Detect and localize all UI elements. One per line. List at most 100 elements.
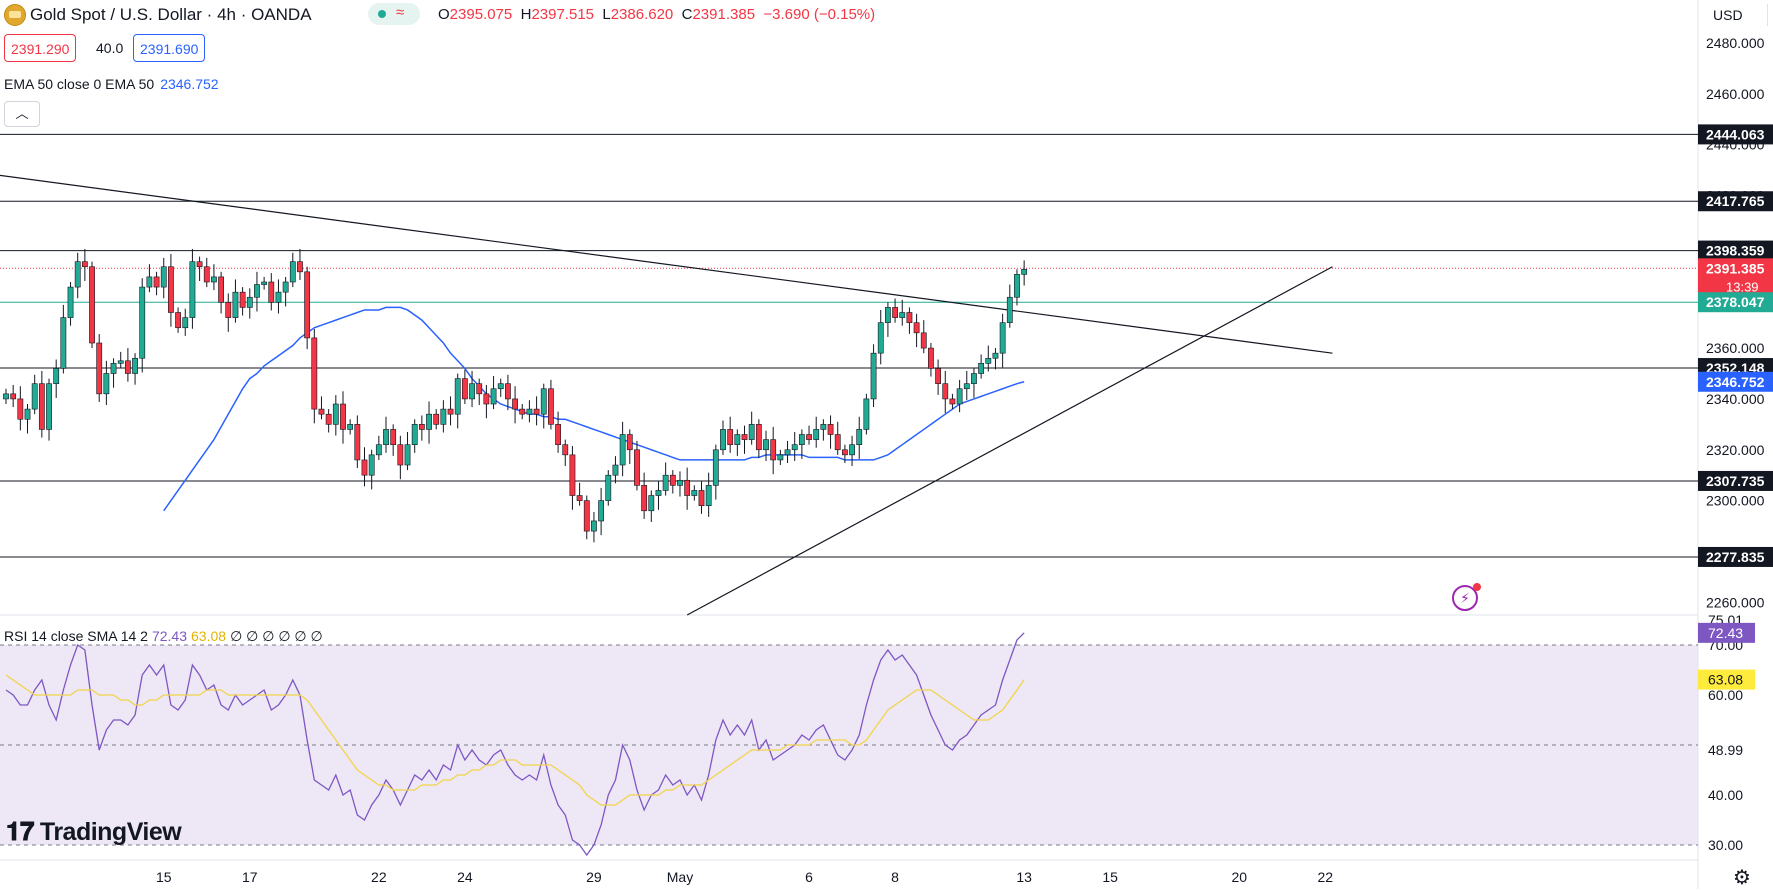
time-tick-label: 15 <box>1102 869 1118 885</box>
rsi-sma-line <box>5 674 1025 806</box>
candle-body <box>942 383 949 400</box>
price-tag-bg <box>1698 292 1773 313</box>
high-value: 2397.515 <box>531 6 595 23</box>
candle-body <box>182 317 189 329</box>
rsi-tick-label: 48.99 <box>1708 742 1743 758</box>
wave-icon: ≈ <box>396 4 405 21</box>
time-tick-label: 13 <box>1016 869 1032 885</box>
candle-body <box>368 454 375 476</box>
tradingview-mark-icon: 𝟏𝟕 <box>6 816 34 846</box>
candle-body <box>74 261 81 288</box>
candle-body <box>67 286 74 318</box>
candle-body <box>390 429 397 445</box>
candle-body <box>325 413 332 425</box>
candle-body <box>741 434 748 440</box>
open-value: 2395.075 <box>449 6 513 23</box>
candle-body <box>533 408 540 415</box>
price-tag-label: 2391.385 <box>1706 260 1765 276</box>
candle-body <box>892 307 898 318</box>
candle-body <box>619 434 626 466</box>
candle-body <box>935 368 941 384</box>
candle-body <box>239 291 246 308</box>
symbol-title[interactable]: Gold Spot / U.S. Dollar · 4h · OANDA <box>30 5 312 24</box>
candle-body <box>404 444 411 466</box>
candle-body <box>734 434 741 445</box>
candle-body <box>196 261 203 268</box>
time-axis[interactable]: 15 17 22 24 29 May 6 8 13 15 20 22 <box>156 869 1333 885</box>
price-tick-label: 2360.000 <box>1706 340 1765 356</box>
time-tick-label: 22 <box>371 869 387 885</box>
candle-body <box>31 383 38 410</box>
rsi-pane <box>0 632 1698 857</box>
candle-body <box>555 424 561 445</box>
candle-body <box>863 398 870 430</box>
candle-body <box>354 424 361 461</box>
time-tick-label: 6 <box>805 869 813 885</box>
price-tag-bg <box>1698 258 1773 297</box>
rsi-sma-value: 63.08 <box>191 628 227 644</box>
trendlines[interactable] <box>0 174 1333 616</box>
candle-body <box>361 459 368 476</box>
ema-legend[interactable]: EMA 50 close 0 EMA 50 2346.752 <box>4 76 219 92</box>
ohlc-readout: O2395.075 H2397.515 L2386.620 C2391.385 … <box>438 6 876 23</box>
countdown-label: 13:39 <box>1726 279 1759 294</box>
price-tag-label: 2307.735 <box>1706 473 1765 489</box>
candle-body <box>755 424 762 451</box>
candle-body <box>469 383 475 400</box>
time-tick-label: 22 <box>1317 869 1333 885</box>
candle-body <box>849 444 855 456</box>
tradingview-logo[interactable]: 𝟏𝟕 TradingView <box>6 816 182 846</box>
candle-body <box>727 429 734 445</box>
rsi-tag-label: 72.43 <box>1708 625 1743 641</box>
price-tag-label: 2417.765 <box>1706 193 1765 209</box>
candle-body <box>311 337 318 410</box>
market-status-pill[interactable]: ≈ <box>368 3 420 25</box>
candle-body <box>132 357 138 374</box>
candle-body <box>992 352 999 359</box>
price-tick-label: 2460.000 <box>1706 86 1765 102</box>
candle-body <box>569 454 576 496</box>
ema-value: 2346.752 <box>160 76 219 92</box>
settings-gear-icon[interactable]: ⚙ <box>1733 867 1751 889</box>
candle-body <box>512 398 518 410</box>
candle-body <box>519 408 526 415</box>
candle-body <box>96 342 103 395</box>
candle-body <box>38 383 45 430</box>
candle-body <box>332 403 339 425</box>
buy-button[interactable]: 2391.690 <box>133 34 206 62</box>
candle-body <box>906 312 913 323</box>
trendline <box>686 266 1333 616</box>
flash-alert-icon[interactable]: ⚡ <box>1452 583 1481 611</box>
candle-body <box>504 383 511 400</box>
candle-body <box>920 332 927 349</box>
candle-body <box>949 398 956 405</box>
candle-body <box>153 276 160 288</box>
candle-body <box>454 378 461 415</box>
rsi-legend[interactable]: RSI 14 close SMA 14 2 72.43 63.08 ∅ ∅ ∅ ∅ ∅… <box>4 628 323 645</box>
currency-selector[interactable]: USD <box>1708 4 1768 26</box>
candle-body <box>798 434 805 445</box>
price-tag-label: 2444.063 <box>1706 126 1765 142</box>
price-tag-bg <box>1698 191 1773 212</box>
candle-body <box>246 296 253 308</box>
candle-body <box>268 281 275 303</box>
candle-body <box>17 398 24 420</box>
candle-body <box>60 317 67 369</box>
price-axis[interactable]: 2480.0002460.0002440.0002420.0002400.000… <box>1698 35 1773 853</box>
collapse-legend-button[interactable]: ︿ <box>4 101 40 127</box>
chevron-up-icon: ︿ <box>15 106 29 121</box>
candle-body <box>691 490 698 496</box>
time-tick-label: 17 <box>242 869 258 885</box>
price-tag-bg <box>1698 124 1773 145</box>
price-tick-label: 2480.000 <box>1706 35 1765 51</box>
sell-button[interactable]: 2391.290 <box>4 34 77 62</box>
candle-body <box>124 360 131 374</box>
candle-body <box>261 281 268 285</box>
change-value: −3.690 (−0.15%) <box>763 6 876 23</box>
candle-body <box>318 408 325 415</box>
horizontal-levels[interactable] <box>0 0 1699 889</box>
candle-body <box>827 424 834 435</box>
candle-body <box>476 383 483 395</box>
candle-body <box>648 495 655 512</box>
